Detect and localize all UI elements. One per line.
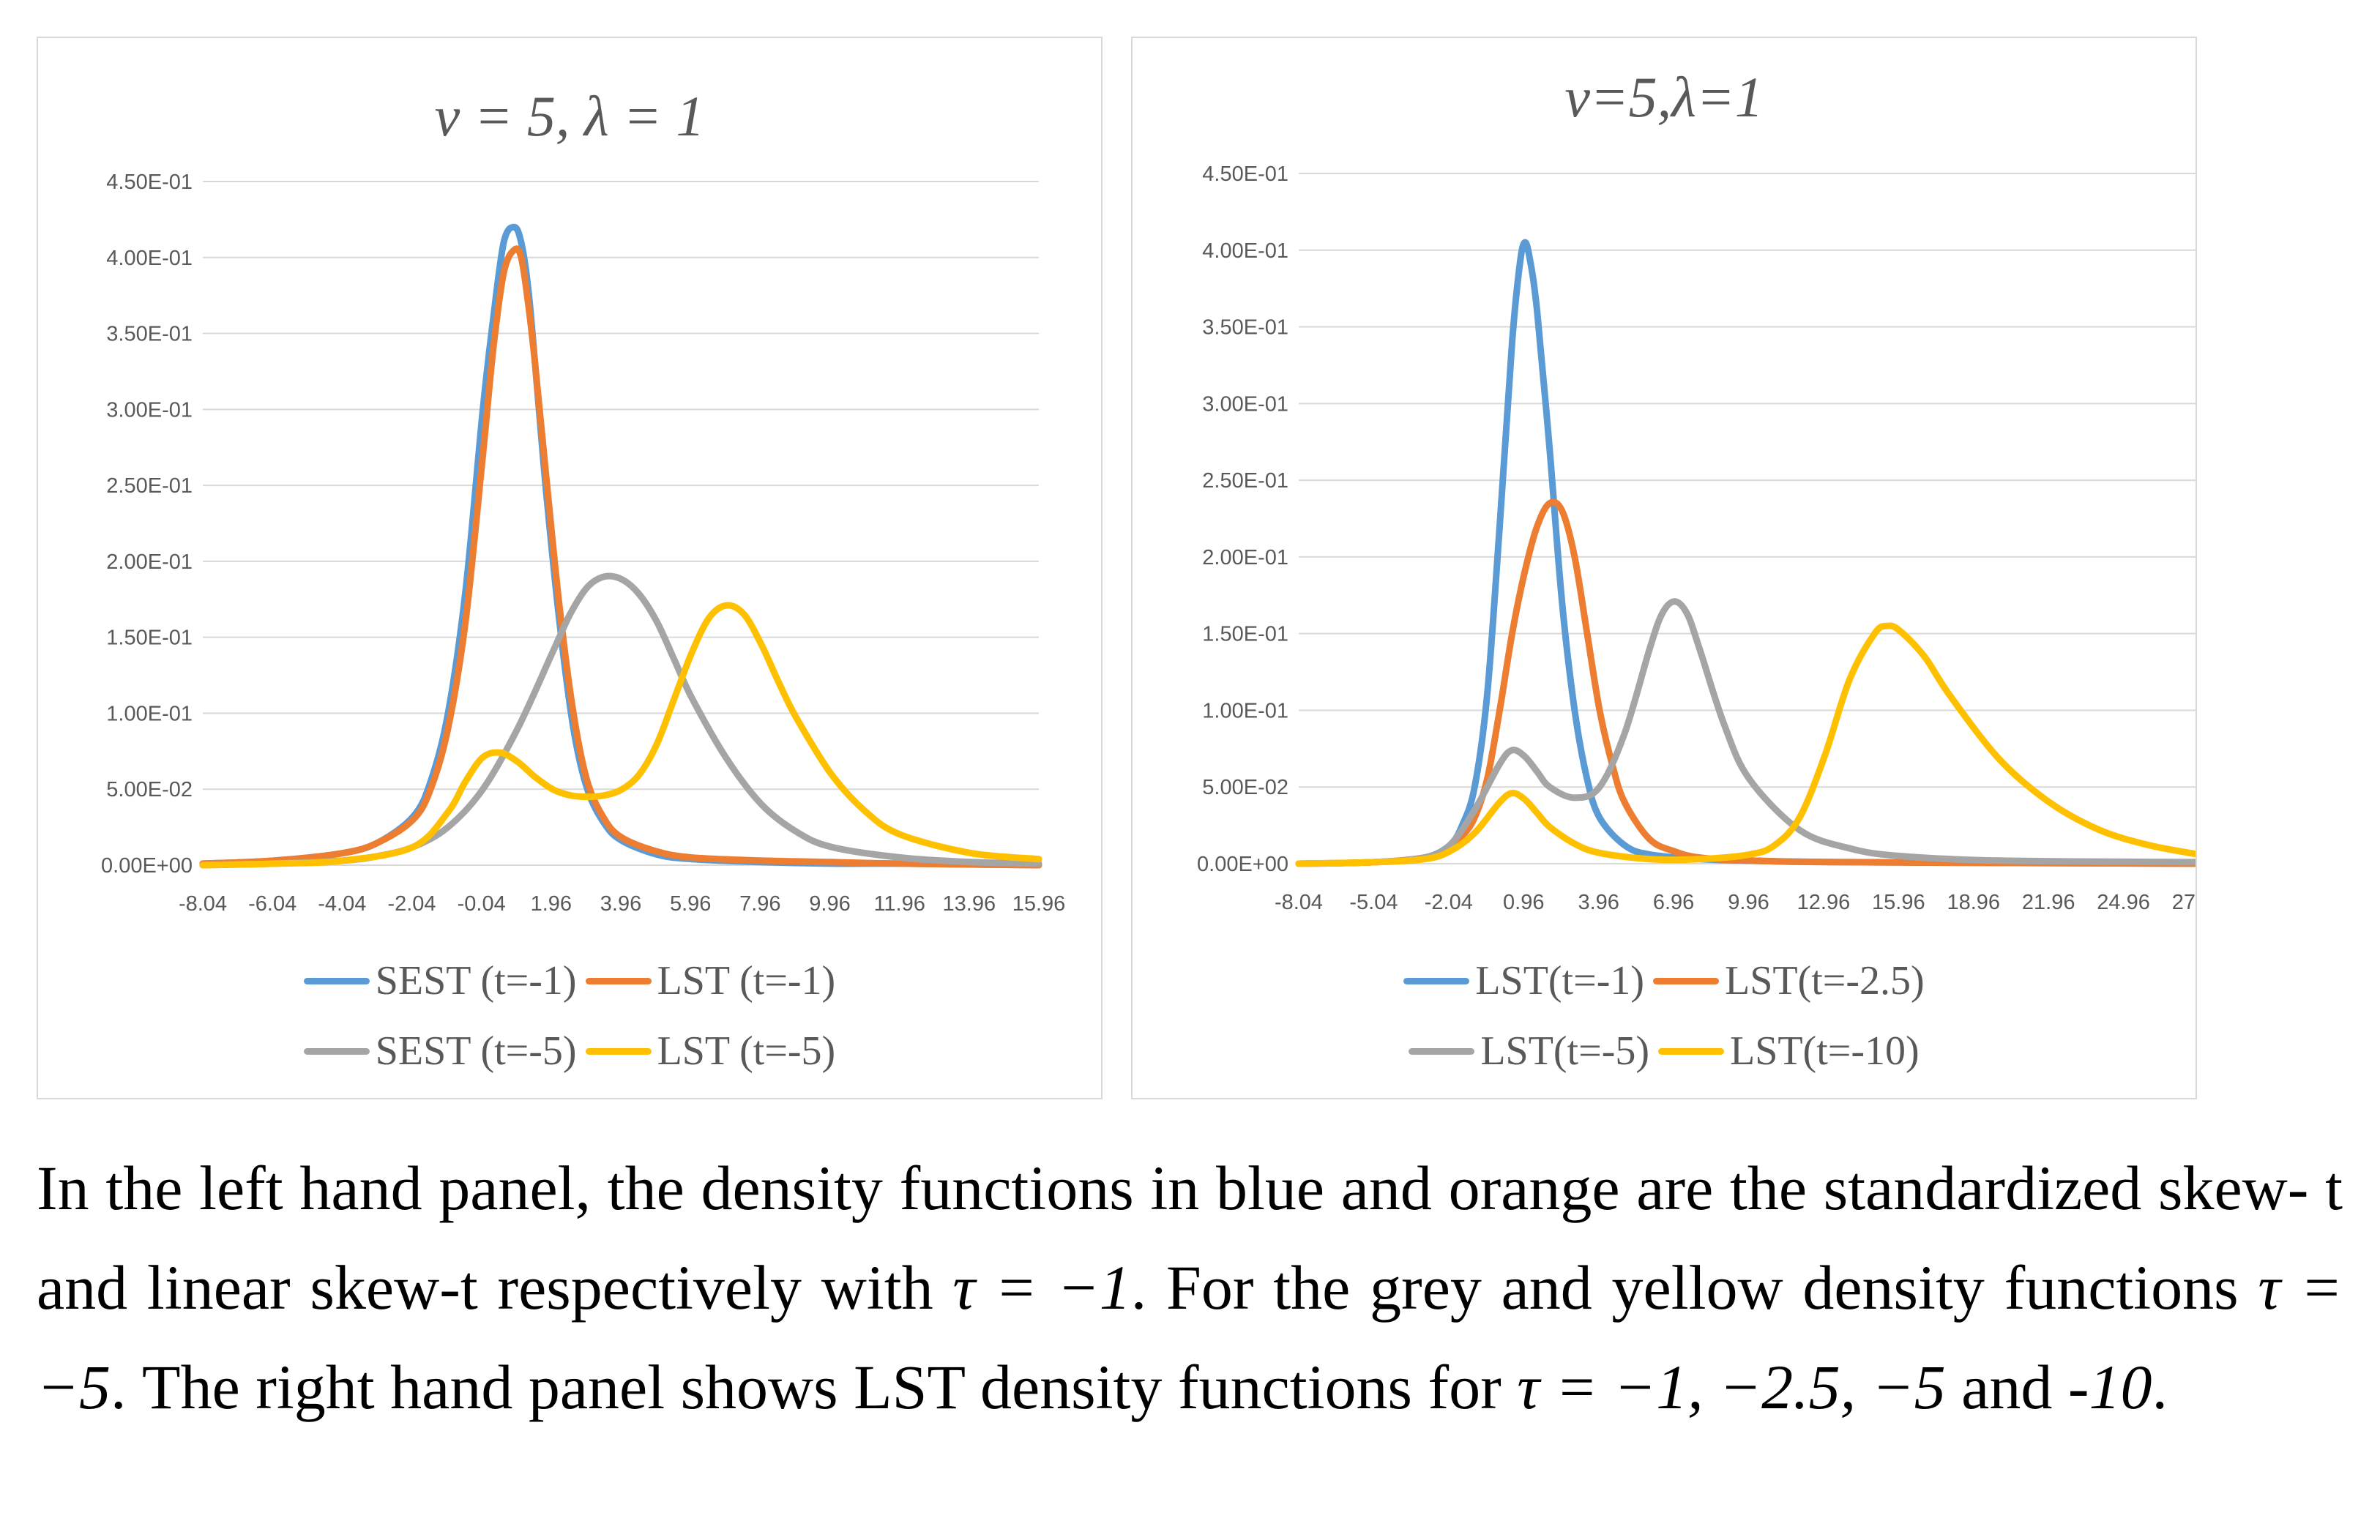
x-tick-label: 11.96 bbox=[873, 892, 925, 916]
legend-label: SEST (t=-1) bbox=[375, 958, 577, 1003]
legend-label: LST(t=-1) bbox=[1475, 958, 1644, 1003]
caption-math: τ = −1 bbox=[952, 1252, 1131, 1323]
x-tick-label: 24.96 bbox=[2097, 891, 2150, 914]
y-tick-label: 2.50E-01 bbox=[1202, 469, 1288, 493]
y-tick-label: 5.00E-02 bbox=[106, 778, 193, 801]
legend-item-lst-t2-5: LST(t=-2.5) bbox=[1653, 957, 1925, 1004]
right-chart-legend: LST(t=-1) LST(t=-2.5) LST(t=-5) LST(t=-1… bbox=[1133, 946, 2196, 1086]
series-line bbox=[1295, 598, 2196, 867]
y-tick-label: 2.00E-01 bbox=[1202, 546, 1288, 569]
left-chart-panel: 0.00E+00 5.00E-02 1.00E-01 1.50E-01 2.00E-01… bbox=[37, 37, 1103, 1099]
x-tick-label: 7.96 bbox=[739, 892, 780, 916]
legend-item-sest-t1: SEST (t=-1) bbox=[303, 957, 577, 1004]
legend-label: LST (t=-1) bbox=[657, 958, 836, 1003]
y-tick-label: 0.00E+00 bbox=[101, 854, 193, 878]
y-tick-label: 4.50E-01 bbox=[106, 171, 193, 194]
series-line bbox=[199, 602, 1042, 869]
legend-swatch bbox=[1653, 977, 1719, 984]
series-line bbox=[199, 572, 1042, 869]
x-tick-label: 0.96 bbox=[1503, 891, 1544, 914]
y-tick-label: 5.00E-02 bbox=[1202, 776, 1288, 799]
x-tick-label: 18.96 bbox=[1947, 891, 2000, 914]
y-tick-label: 3.00E-01 bbox=[1202, 392, 1288, 416]
y-tick-label: 2.00E-01 bbox=[106, 550, 193, 574]
y-tick-label: 1.50E-01 bbox=[106, 627, 193, 650]
legend-item-lst-t1: LST(t=-1) bbox=[1403, 957, 1644, 1004]
caption-text: . For the grey and yellow density functi… bbox=[1130, 1252, 2258, 1323]
x-tick-label: 6.96 bbox=[1653, 891, 1694, 914]
x-tick-label: -2.04 bbox=[387, 892, 436, 916]
series-line bbox=[1295, 622, 2196, 867]
legend-swatch bbox=[303, 1047, 370, 1055]
y-tick-label: 2.50E-01 bbox=[106, 474, 193, 498]
x-tick-label: -8.04 bbox=[179, 892, 227, 916]
y-tick-label: 3.00E-01 bbox=[106, 398, 193, 422]
legend-swatch bbox=[585, 1047, 652, 1055]
x-tick-label: -0.04 bbox=[458, 892, 506, 916]
y-tick-label: 1.50E-01 bbox=[1202, 623, 1288, 646]
x-tick-label: -6.04 bbox=[248, 892, 296, 916]
right-chart-panel: 0.00E+00 5.00E-02 1.00E-01 1.50E-01 2.00E-01… bbox=[1131, 37, 2197, 1099]
y-tick-label: 0.00E+00 bbox=[1197, 853, 1288, 876]
x-tick-label: -8.04 bbox=[1275, 891, 1323, 914]
x-tick-label: 9.96 bbox=[809, 892, 850, 916]
caption-math: τ = −1, −2.5, −5 bbox=[1517, 1352, 1946, 1422]
x-tick-label: 21.96 bbox=[2022, 891, 2075, 914]
caption-text: and bbox=[1945, 1352, 2068, 1422]
legend-label: LST(t=-2.5) bbox=[1725, 958, 1925, 1003]
y-tick-label: 3.50E-01 bbox=[106, 323, 193, 346]
x-tick-label: 5.96 bbox=[670, 892, 711, 916]
x-tick-label: 27.96 bbox=[2172, 891, 2196, 914]
legend-item-lst-t10: LST(t=-10) bbox=[1658, 1028, 1920, 1074]
y-tick-label: 4.50E-01 bbox=[1202, 162, 1288, 186]
x-tick-label: 9.96 bbox=[1728, 891, 1769, 914]
x-tick-label: -4.04 bbox=[318, 892, 366, 916]
y-tick-label: 4.00E-01 bbox=[106, 247, 193, 270]
series-line bbox=[199, 245, 1042, 869]
y-tick-label: 3.50E-01 bbox=[1202, 316, 1288, 340]
legend-swatch bbox=[1403, 977, 1470, 984]
legend-label: LST (t=-5) bbox=[657, 1028, 836, 1074]
right-chart-svg: 0.00E+00 5.00E-02 1.00E-01 1.50E-01 2.00E-01… bbox=[1197, 162, 2196, 914]
legend-item-sest-t5: SEST (t=-5) bbox=[303, 1028, 577, 1074]
legend-swatch bbox=[585, 977, 652, 984]
legend-item-lst-t5: LST (t=-5) bbox=[585, 1028, 836, 1074]
series-line bbox=[199, 223, 1042, 869]
right-chart-title: ν=5,λ=1 bbox=[1564, 65, 1764, 129]
legend-label: LST(t=-10) bbox=[1730, 1028, 1920, 1074]
legend-swatch bbox=[1409, 1047, 1475, 1055]
legend-label: SEST (t=-5) bbox=[375, 1028, 577, 1074]
caption-text: In the left hand panel, the density func… bbox=[37, 1153, 2343, 1323]
x-tick-label: 12.96 bbox=[1797, 891, 1851, 914]
legend-swatch bbox=[303, 977, 370, 984]
x-tick-label: -2.04 bbox=[1425, 891, 1473, 914]
caption-text: . bbox=[2152, 1352, 2168, 1422]
caption-math: -10 bbox=[2067, 1352, 2152, 1422]
y-tick-label: 4.00E-01 bbox=[1202, 239, 1288, 263]
left-chart-svg: 0.00E+00 5.00E-02 1.00E-01 1.50E-01 2.00E-01… bbox=[101, 171, 1066, 916]
x-tick-label: 3.96 bbox=[1578, 891, 1619, 914]
y-tick-label: 1.00E-01 bbox=[1202, 699, 1288, 722]
caption-text: . The right hand panel shows LST density… bbox=[111, 1352, 1518, 1422]
y-tick-label: 1.00E-01 bbox=[106, 702, 193, 725]
x-tick-label: 13.96 bbox=[943, 892, 996, 916]
left-chart-legend: SEST (t=-1) LST (t=-1) SEST (t=-5) LST (… bbox=[38, 946, 1101, 1086]
x-tick-label: -5.04 bbox=[1349, 891, 1398, 914]
legend-item-lst-t5: LST(t=-5) bbox=[1409, 1028, 1649, 1074]
legend-item-lst-t1: LST (t=-1) bbox=[585, 957, 836, 1004]
x-tick-label: 3.96 bbox=[600, 892, 641, 916]
x-tick-label: 15.96 bbox=[1012, 892, 1066, 916]
left-chart-title: ν = 5, λ = 1 bbox=[434, 84, 705, 148]
caption-math: τ = −5 bbox=[37, 1252, 2343, 1422]
figure-caption: In the left hand panel, the density func… bbox=[37, 1138, 2343, 1437]
legend-swatch bbox=[1658, 1047, 1724, 1055]
x-tick-label: 15.96 bbox=[1872, 891, 1925, 914]
legend-label: LST(t=-5) bbox=[1480, 1028, 1649, 1074]
x-tick-label: 1.96 bbox=[531, 892, 572, 916]
